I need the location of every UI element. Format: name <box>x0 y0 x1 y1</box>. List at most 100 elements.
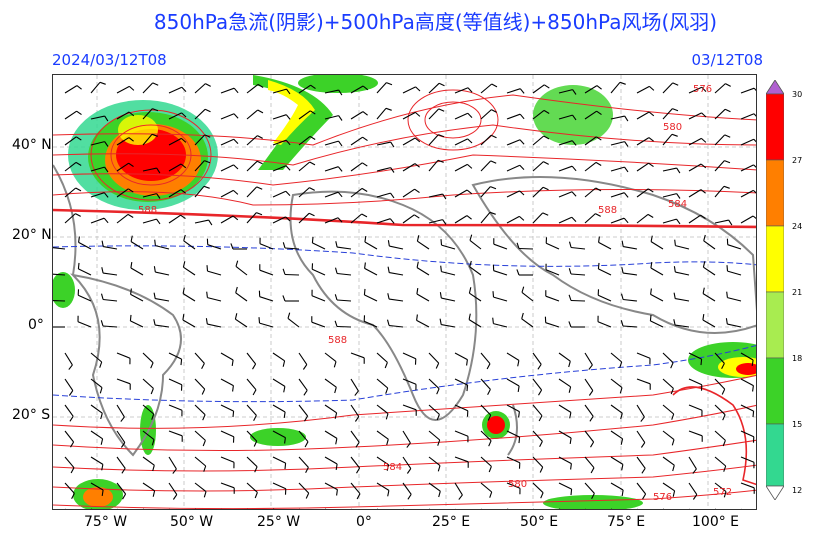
wind-barb <box>714 134 726 146</box>
wind-barb <box>103 272 118 276</box>
wind-barb <box>220 404 234 412</box>
wind-barb-flag <box>101 267 104 274</box>
wind-barb-flag <box>672 490 676 497</box>
wind-barb <box>454 87 469 94</box>
contour-labels: 588 588 584 580 576 588 584 580 576 572 <box>138 84 732 503</box>
wind-barb <box>454 112 469 120</box>
wind-barb-flag <box>354 416 360 422</box>
wind-barb-flag <box>76 85 82 90</box>
wind-barb-flag <box>385 413 389 420</box>
wind-barb <box>376 404 389 415</box>
wind-barb <box>246 482 258 493</box>
wind-barb-flag <box>700 359 703 366</box>
wind-barb-flag <box>568 241 572 248</box>
wind-barb-flag <box>172 468 177 474</box>
wind-barb <box>558 482 572 490</box>
wind-barb <box>350 378 359 392</box>
wind-barb-flag <box>413 214 420 219</box>
wind-barb-flag <box>721 388 726 395</box>
wind-barb <box>727 323 742 328</box>
wind-barb <box>714 219 729 224</box>
wind-barb <box>454 456 469 463</box>
wind-barb-flag <box>490 160 497 164</box>
wind-barb <box>545 295 560 302</box>
wind-barb-flag <box>722 414 726 421</box>
wind-barb-flag <box>670 388 674 395</box>
wind-barb <box>246 135 258 146</box>
wind-barb <box>740 456 755 463</box>
wind-barb-flag <box>362 85 369 91</box>
wind-barb-flag <box>519 88 525 94</box>
wind-barb <box>350 482 361 495</box>
wind-barb <box>350 430 360 443</box>
wind-barb-flag <box>128 162 134 168</box>
wind-barb <box>90 81 101 94</box>
wind-barb-flag <box>232 411 235 418</box>
wind-barb-flag <box>284 463 287 470</box>
wind-barb <box>220 456 235 463</box>
wind-barb <box>376 82 387 94</box>
wind-barb-flag <box>442 219 447 225</box>
wind-barb-flag <box>204 134 211 138</box>
wind-barb <box>350 187 363 198</box>
wind-barb-flag <box>386 439 389 446</box>
wind-barb-flag <box>282 268 286 275</box>
wind-barb-flag <box>647 188 654 193</box>
wind-barb-flag <box>127 188 134 193</box>
map-panel[interactable]: 588 588 584 580 576 588 584 580 576 572 <box>52 74 757 510</box>
wind-barb-flag <box>129 314 132 321</box>
wind-barb <box>324 140 339 146</box>
wind-barb <box>454 215 468 224</box>
wind-barb-flag <box>650 235 653 242</box>
wind-barb-flag <box>103 217 109 224</box>
wind-barb-flag <box>254 492 258 499</box>
wind-barb-flag <box>70 467 75 474</box>
wind-barb-flag <box>305 492 310 499</box>
wind-barb <box>130 293 144 302</box>
wind-barb <box>324 352 337 363</box>
wind-barb <box>90 115 105 120</box>
wind-barb-flag <box>335 241 338 248</box>
wind-barb <box>428 159 439 172</box>
wind-barb <box>194 352 205 364</box>
wind-barb-flag <box>438 108 445 112</box>
wind-barb-flag <box>203 465 207 472</box>
wind-barb <box>116 430 126 443</box>
wind-barb <box>637 508 638 509</box>
wind-barb <box>324 191 339 198</box>
wind-barb <box>532 482 544 494</box>
wind-barb <box>428 482 441 492</box>
wind-barb-flag <box>752 385 754 392</box>
wind-barb <box>287 317 300 328</box>
wind-barb-flag <box>571 165 577 172</box>
wind-barb <box>480 378 491 390</box>
wind-barb <box>246 404 257 416</box>
wind-barb-flag <box>76 110 82 116</box>
wind-barb-flag <box>490 134 497 139</box>
wind-barb-flag <box>437 439 441 446</box>
wind-barb <box>116 137 130 146</box>
wind-barb <box>64 161 77 172</box>
wind-barb <box>688 112 702 120</box>
wind-barb <box>610 352 623 363</box>
wind-barb-flag <box>285 114 291 120</box>
wind-barb-flag <box>753 113 756 117</box>
wind-barb <box>506 215 520 224</box>
wind-barb-flag <box>676 218 681 225</box>
wind-barb-flag <box>726 265 729 272</box>
wind-barb <box>428 378 440 390</box>
wind-barb <box>376 482 390 491</box>
wind-barb <box>585 508 586 509</box>
wind-barb <box>220 113 235 120</box>
wind-barb <box>272 352 285 362</box>
wind-barb <box>662 193 677 198</box>
wind-barb-flag <box>595 161 602 166</box>
wind-barb-flag <box>436 388 440 395</box>
wind-barb-flag <box>466 359 468 366</box>
wind-barb-flag <box>309 161 316 166</box>
wind-barb <box>194 160 205 172</box>
wind-barb-flag <box>692 468 697 474</box>
wind-barb <box>78 241 92 250</box>
wind-barb-flag <box>103 192 109 198</box>
wind-barb-flag <box>362 111 368 116</box>
